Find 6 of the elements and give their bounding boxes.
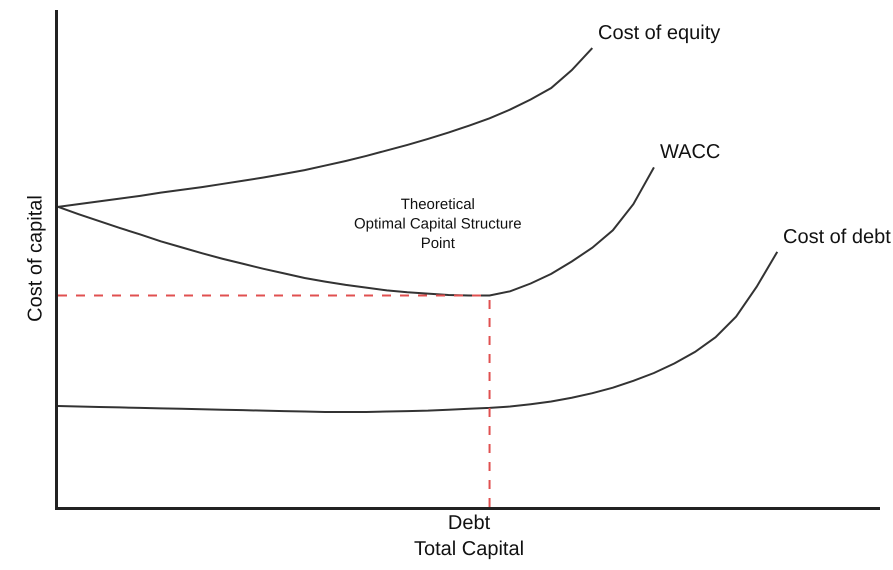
series-label: Cost of debt bbox=[783, 226, 892, 248]
annotation: Theoretical Optimal Capital Structure Point bbox=[354, 196, 522, 252]
series-label: Cost of equity bbox=[598, 22, 720, 44]
series-label: WACC bbox=[660, 141, 720, 163]
y-axis-title: Cost of capital bbox=[24, 195, 46, 322]
x-axis-title: Debt Total Capital bbox=[414, 512, 524, 560]
